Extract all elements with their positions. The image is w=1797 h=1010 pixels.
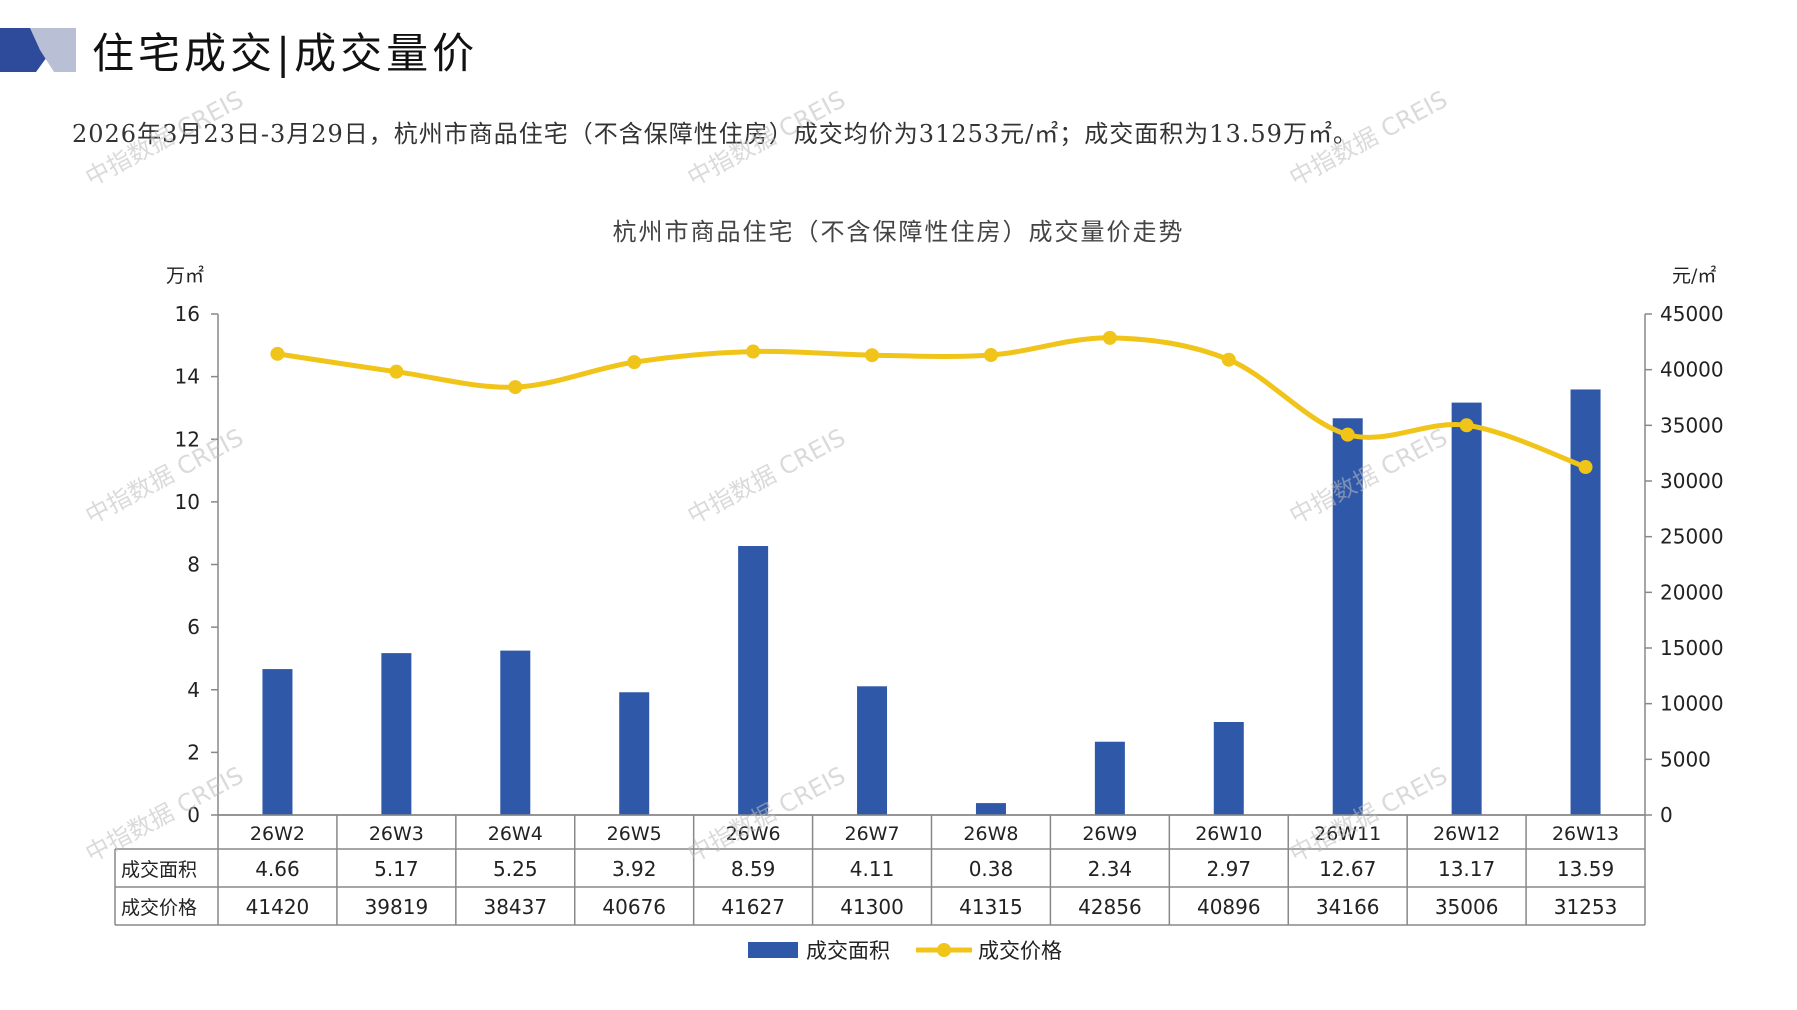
price-point xyxy=(1102,330,1117,345)
y-right-tick-label: 25000 xyxy=(1660,525,1724,549)
table-cell-price: 41315 xyxy=(959,895,1023,919)
x-tick-label: 26W10 xyxy=(1195,823,1262,845)
table-cell-price: 34166 xyxy=(1316,895,1380,919)
bar xyxy=(738,546,769,815)
table-cell-area: 2.97 xyxy=(1207,857,1252,881)
y-right-tick-label: 40000 xyxy=(1660,358,1724,382)
price-point xyxy=(746,344,761,359)
table-cell-price: 39819 xyxy=(365,895,429,919)
bar xyxy=(1451,402,1482,815)
table-cell-price: 41420 xyxy=(246,895,310,919)
y-right-tick-label: 0 xyxy=(1660,803,1673,827)
x-tick-label: 26W9 xyxy=(1082,823,1137,845)
y-left-tick-label: 14 xyxy=(175,365,200,389)
table-row-header: 成交价格 xyxy=(121,897,197,919)
bar xyxy=(975,803,1006,815)
y-left-tick-label: 4 xyxy=(187,678,200,702)
table-cell-area: 3.92 xyxy=(612,857,657,881)
table-cell-area: 12.67 xyxy=(1319,857,1376,881)
x-tick-label: 26W4 xyxy=(488,823,543,845)
bar xyxy=(619,692,650,815)
bar xyxy=(1332,418,1363,815)
y-left-tick-label: 10 xyxy=(175,490,200,514)
table-cell-area: 13.17 xyxy=(1438,857,1495,881)
bar xyxy=(262,669,293,815)
bar xyxy=(1213,722,1244,815)
x-tick-label: 26W5 xyxy=(607,823,662,845)
price-point xyxy=(627,355,642,370)
x-tick-label: 26W11 xyxy=(1314,823,1381,845)
y-right-tick-label: 5000 xyxy=(1660,747,1711,771)
y-right-unit: 元/㎡ xyxy=(1672,264,1716,287)
bar xyxy=(1570,389,1601,815)
chart-title: 杭州市商品住宅（不含保障性住房）成交量价走势 xyxy=(612,218,1185,246)
x-tick-label: 26W8 xyxy=(963,823,1018,845)
y-right-tick-label: 15000 xyxy=(1660,636,1724,660)
legend-line-label: 成交价格 xyxy=(978,939,1062,963)
y-left-tick-label: 8 xyxy=(187,553,200,577)
table-cell-area: 8.59 xyxy=(731,857,776,881)
legend-line-marker xyxy=(937,943,951,957)
y-left-tick-label: 2 xyxy=(187,740,200,764)
table-cell-area: 4.66 xyxy=(255,857,300,881)
legend-bar-swatch xyxy=(748,942,798,958)
x-tick-label: 26W12 xyxy=(1433,823,1500,845)
y-right-tick-label: 30000 xyxy=(1660,469,1724,493)
bar xyxy=(1094,741,1125,815)
y-left-tick-label: 0 xyxy=(187,803,200,827)
price-point xyxy=(983,348,998,363)
table-cell-price: 42856 xyxy=(1078,895,1142,919)
y-right-tick-label: 35000 xyxy=(1660,413,1724,437)
table-cell-price: 41300 xyxy=(840,895,904,919)
table-cell-area: 0.38 xyxy=(969,857,1014,881)
price-point xyxy=(1340,427,1355,442)
table-cell-area: 5.25 xyxy=(493,857,538,881)
bar xyxy=(381,653,412,815)
price-point xyxy=(1578,460,1593,475)
table-row-header: 成交面积 xyxy=(121,859,197,881)
table-cell-area: 2.34 xyxy=(1088,857,1133,881)
y-right-tick-label: 45000 xyxy=(1660,302,1724,326)
x-tick-label: 26W6 xyxy=(726,823,781,845)
y-right-tick-label: 20000 xyxy=(1660,580,1724,604)
x-tick-label: 26W7 xyxy=(845,823,900,845)
legend-bar-label: 成交面积 xyxy=(806,939,890,963)
y-right-tick-label: 10000 xyxy=(1660,692,1724,716)
price-point xyxy=(508,380,523,395)
y-left-tick-label: 6 xyxy=(187,615,200,639)
page-title: 住宅成交|成交量价 xyxy=(92,29,479,78)
table-cell-area: 4.11 xyxy=(850,857,895,881)
table-cell-price: 40676 xyxy=(602,895,666,919)
table-cell-price: 31253 xyxy=(1554,895,1618,919)
y-left-tick-label: 12 xyxy=(175,427,200,451)
y-left-unit: 万㎡ xyxy=(166,264,204,287)
logo-light-shape xyxy=(30,28,76,72)
table-cell-price: 35006 xyxy=(1435,895,1499,919)
table-cell-area: 5.17 xyxy=(374,857,419,881)
price-point xyxy=(389,364,404,379)
table-cell-price: 38437 xyxy=(483,895,547,919)
x-tick-label: 26W2 xyxy=(250,823,305,845)
x-tick-label: 26W3 xyxy=(369,823,424,845)
table-cell-area: 13.59 xyxy=(1557,857,1614,881)
price-point xyxy=(1221,352,1236,367)
price-point xyxy=(865,348,880,363)
y-left-tick-label: 16 xyxy=(175,302,200,326)
logo-mark xyxy=(0,28,76,72)
summary-text: 2026年3月23日-3月29日，杭州市商品住宅（不含保障性住房）成交均价为31… xyxy=(72,120,1358,148)
price-point xyxy=(1459,418,1474,433)
bar xyxy=(857,686,888,815)
price-point xyxy=(270,346,285,361)
table-cell-price: 41627 xyxy=(721,895,785,919)
bar xyxy=(500,650,531,815)
x-tick-label: 26W13 xyxy=(1552,823,1619,845)
table-cell-price: 40896 xyxy=(1197,895,1261,919)
